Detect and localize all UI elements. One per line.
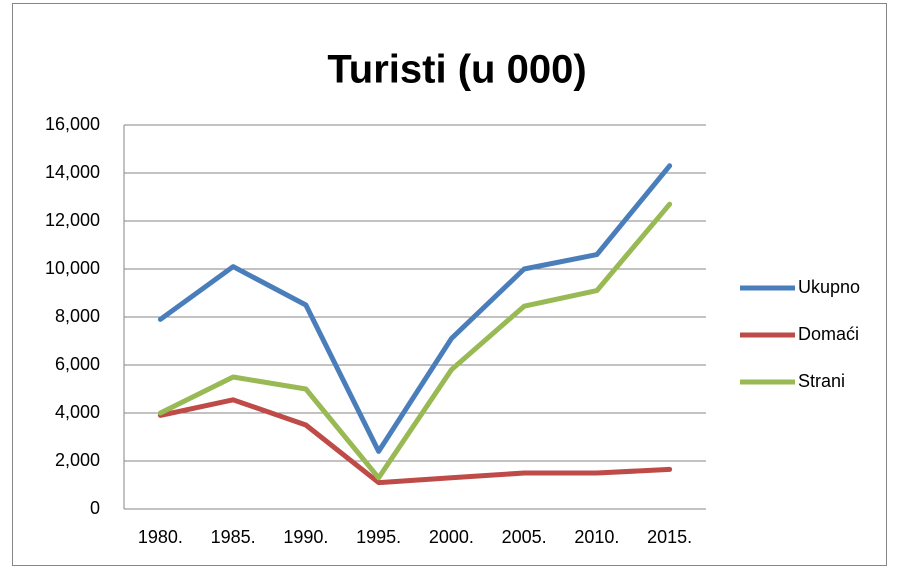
series-line — [157, 163, 673, 454]
x-tick-label: 2005. — [502, 527, 547, 547]
x-tick-label: 1985. — [211, 527, 256, 547]
y-tick-label: 10,000 — [45, 258, 100, 278]
y-tick-label: 2,000 — [55, 450, 100, 470]
y-tick-label: 12,000 — [45, 210, 100, 230]
x-tick-label: 2015. — [647, 527, 692, 547]
y-tick-label: 4,000 — [55, 402, 100, 422]
x-tick-label: 1980. — [138, 527, 183, 547]
legend-label: Domaći — [798, 324, 859, 344]
y-tick-label: 8,000 — [55, 306, 100, 326]
series-line — [157, 201, 673, 481]
y-tick-label: 0 — [90, 498, 100, 518]
series-line — [157, 397, 673, 486]
x-tick-label: 1990. — [283, 527, 328, 547]
chart-title: Turisti (u 000) — [327, 48, 586, 92]
legend-label: Strani — [798, 371, 845, 391]
x-tick-label: 2010. — [574, 527, 619, 547]
chart-frame — [12, 3, 887, 566]
y-tick-label: 6,000 — [55, 354, 100, 374]
x-tick-label: 1995. — [356, 527, 401, 547]
y-tick-label: 16,000 — [45, 114, 100, 134]
y-tick-label: 14,000 — [45, 162, 100, 182]
x-tick-label: 2000. — [429, 527, 474, 547]
legend-label: Ukupno — [798, 277, 860, 297]
